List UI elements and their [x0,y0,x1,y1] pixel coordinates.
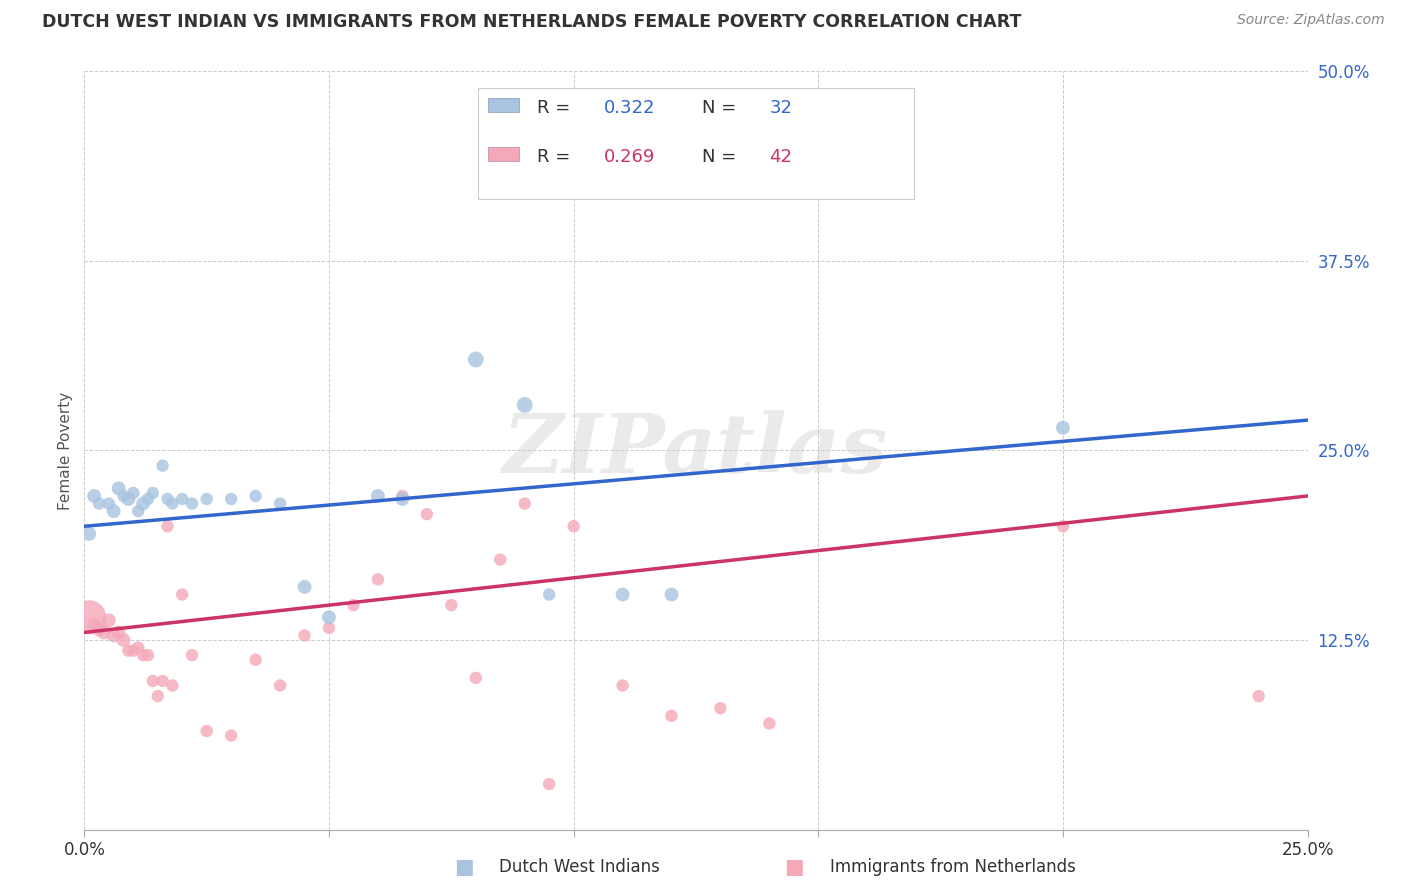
Text: R =: R = [537,99,576,117]
Point [103,628,125,642]
FancyBboxPatch shape [488,147,519,161]
Point [117,643,139,657]
Point [107,625,129,640]
Point [156,491,179,506]
Point [156,519,179,533]
Point [83,617,105,632]
Point [245,489,267,503]
Point [142,673,165,688]
Point [245,653,267,667]
Point [318,621,340,635]
Point [142,486,165,500]
Point [132,648,155,662]
Point [172,588,194,602]
Point [146,689,169,703]
Point [162,496,184,510]
Point [661,708,683,723]
Point [136,491,159,506]
Point [513,398,536,412]
Point [117,491,139,506]
Text: N =: N = [702,148,742,166]
Point [269,678,291,692]
Text: 42: 42 [769,148,793,166]
Text: ■: ■ [785,857,804,877]
Point [97,496,120,510]
Point [1052,421,1074,435]
Point [1052,519,1074,533]
Point [195,724,218,739]
Point [77,610,100,624]
Point [162,678,184,692]
Text: N =: N = [702,99,742,117]
Text: R =: R = [537,148,576,166]
Point [122,486,145,500]
Point [391,489,413,503]
Point [318,610,340,624]
Point [440,598,463,612]
Point [661,588,683,602]
FancyBboxPatch shape [478,88,914,199]
Point [269,496,291,510]
Point [83,489,105,503]
Point [612,678,634,692]
Point [127,504,149,518]
Text: DUTCH WEST INDIAN VS IMMIGRANTS FROM NETHERLANDS FEMALE POVERTY CORRELATION CHAR: DUTCH WEST INDIAN VS IMMIGRANTS FROM NET… [42,13,1022,31]
Point [391,491,413,506]
Point [294,580,316,594]
Point [195,491,218,506]
Point [709,701,731,715]
FancyBboxPatch shape [488,98,519,112]
Point [342,598,364,612]
Point [93,625,115,640]
Point [87,496,110,510]
Point [416,507,439,521]
Point [181,496,204,510]
Point [107,482,129,496]
Point [136,648,159,662]
Point [612,588,634,602]
Point [367,573,389,587]
Y-axis label: Female Poverty: Female Poverty [58,392,73,509]
Point [219,729,242,743]
Text: 0.269: 0.269 [605,148,655,166]
Point [127,640,149,655]
Text: ■: ■ [454,857,474,877]
Point [112,489,135,503]
Point [112,633,135,648]
Text: Source: ZipAtlas.com: Source: ZipAtlas.com [1237,13,1385,28]
Text: 0.322: 0.322 [605,99,655,117]
Point [513,496,536,510]
Point [758,716,780,731]
Point [103,504,125,518]
Point [1247,689,1270,703]
Point [77,526,100,541]
Point [122,643,145,657]
Point [181,648,204,662]
Point [97,613,120,627]
Point [367,489,389,503]
Point [152,458,174,473]
Point [489,552,512,566]
Text: Immigrants from Netherlands: Immigrants from Netherlands [830,858,1076,876]
Point [219,491,242,506]
Point [294,628,316,642]
Point [538,588,561,602]
Point [132,496,155,510]
Point [538,777,561,791]
Point [464,671,486,685]
Text: Dutch West Indians: Dutch West Indians [499,858,659,876]
Point [152,673,174,688]
Point [562,519,585,533]
Text: 32: 32 [769,99,793,117]
Point [464,352,486,367]
Text: ZIPatlas: ZIPatlas [503,410,889,491]
Point [172,491,194,506]
Point [87,623,110,637]
